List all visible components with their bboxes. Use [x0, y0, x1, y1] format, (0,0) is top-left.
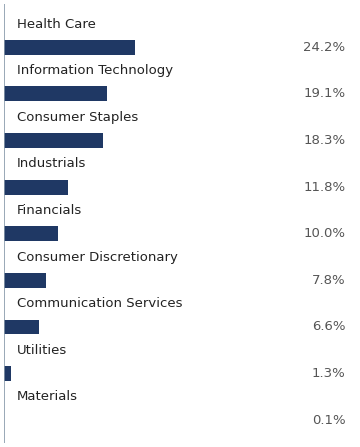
- Bar: [4, 180, 68, 194]
- Text: Utilities: Utilities: [17, 344, 67, 357]
- Text: 24.2%: 24.2%: [303, 41, 346, 54]
- Text: 18.3%: 18.3%: [303, 134, 346, 147]
- Text: 0.1%: 0.1%: [312, 413, 346, 426]
- Text: Consumer Discretionary: Consumer Discretionary: [17, 251, 178, 264]
- Bar: [4, 320, 40, 334]
- Text: Health Care: Health Care: [17, 17, 96, 30]
- Text: 19.1%: 19.1%: [303, 88, 346, 101]
- Text: Materials: Materials: [17, 390, 78, 403]
- Text: Communication Services: Communication Services: [17, 297, 183, 310]
- Text: 7.8%: 7.8%: [312, 274, 346, 287]
- Text: Information Technology: Information Technology: [17, 64, 173, 77]
- Bar: [4, 273, 46, 288]
- Text: 1.3%: 1.3%: [312, 367, 346, 380]
- Bar: [4, 86, 107, 101]
- Text: Consumer Staples: Consumer Staples: [17, 111, 138, 124]
- Text: 6.6%: 6.6%: [312, 320, 346, 333]
- Bar: [4, 226, 58, 241]
- Text: 10.0%: 10.0%: [303, 227, 346, 240]
- Text: Industrials: Industrials: [17, 157, 86, 170]
- Text: Financials: Financials: [17, 204, 82, 217]
- Bar: [4, 133, 103, 148]
- Text: 11.8%: 11.8%: [303, 181, 346, 194]
- Bar: [4, 40, 135, 55]
- Bar: [4, 366, 11, 381]
